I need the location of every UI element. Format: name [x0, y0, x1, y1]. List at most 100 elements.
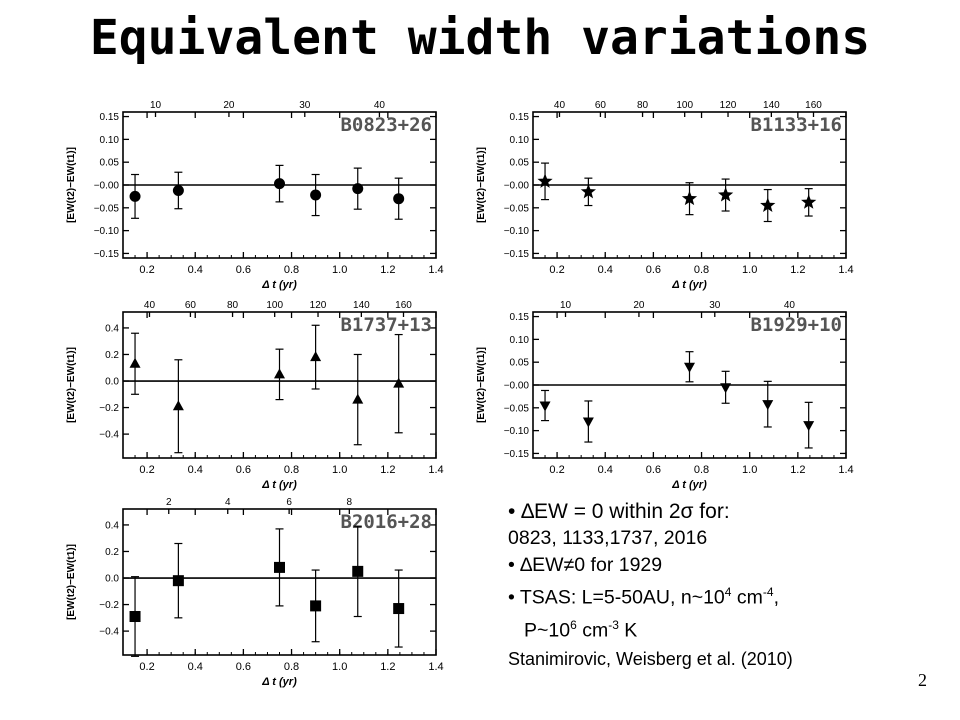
y-tick-label: 0.0	[105, 574, 119, 585]
y-tick-label: 0.4	[105, 323, 119, 334]
top-axis-tick-label: 8	[347, 497, 353, 508]
x-tick-label: 1.4	[428, 264, 443, 276]
data-point-star	[801, 194, 817, 209]
bullet-1-text: ∆EW = 0 within 2σ for:	[521, 500, 730, 523]
chart-b1929: 0.2 0.4 0.6 0.8 1.0 1.2 1.4 10 20 30 40 −0.15 −0.10 −…	[476, 300, 854, 491]
top-axis-tick-label: 20	[223, 100, 235, 111]
x-tick-label: 0.4	[598, 264, 613, 276]
y-tick-label: 0.05	[510, 158, 530, 169]
y-tick-label: 0.15	[510, 112, 530, 123]
x-tick-label: 0.2	[139, 264, 154, 276]
x-tick-label: 1.0	[332, 264, 347, 276]
y-tick-label: −0.2	[99, 600, 119, 611]
x-tick-label: 1.2	[790, 264, 805, 276]
data-point-star	[580, 183, 596, 199]
notes-block: • ∆EW = 0 within 2σ for: 0823, 1133,1737…	[508, 498, 928, 673]
bullet-3-end: ,	[773, 586, 779, 609]
top-axis-tick-label: 160	[805, 100, 822, 111]
y-tick-label: −0.4	[99, 627, 119, 638]
y-tick-label: −0.15	[94, 249, 120, 260]
top-axis-tick-label: 140	[763, 100, 780, 111]
x-tick-label: 0.4	[188, 661, 203, 673]
data-point-circle	[172, 184, 184, 196]
top-axis-tick-label: 60	[185, 300, 197, 311]
x-tick-label: 0.4	[188, 264, 203, 276]
x-tick-label: 0.4	[598, 464, 613, 476]
x-tick-label: 0.6	[646, 264, 661, 276]
x-tick-label: 1.2	[380, 464, 395, 476]
y-tick-label: −0.05	[504, 403, 530, 414]
bullet-1-prefix: •	[508, 500, 522, 523]
bullet-2: • ∆EW≠0 for 1929	[508, 554, 663, 576]
y-tick-label: −0.00	[504, 181, 530, 192]
top-axis-tick-label: 2	[166, 497, 172, 508]
data-point-circle	[352, 183, 364, 195]
data-point-star	[537, 173, 553, 188]
y-tick-label: −0.10	[94, 226, 120, 237]
y-tick-label: 0.10	[100, 135, 120, 146]
data-point-circle	[274, 178, 285, 190]
y-tick-label: 0.15	[510, 312, 530, 323]
y-axis-label: [EW(t2)−EW(t1)]	[66, 147, 77, 223]
chart-panel-b1133: 0.2 0.4 0.6 0.8 1.0 1.2 1.4 40 60 80 100 120 140 160 −…	[470, 95, 870, 295]
top-axis-tick-label: 20	[633, 300, 645, 311]
bullet-3-cont-a: P~10	[524, 619, 571, 641]
chart-panel-b0823: 0.2 0.4 0.6 0.8 1.0 1.2 1.4 10 20 30 40 −0.15 −0.10 −…	[60, 95, 460, 295]
data-point-triangle-down	[762, 400, 774, 411]
x-tick-label: 0.2	[139, 464, 154, 476]
x-tick-label: 0.6	[236, 264, 251, 276]
y-axis-label: [EW(t2)−EW(t1)]	[66, 544, 77, 620]
slide-title: Equivalent width variations	[89, 10, 871, 66]
x-tick-label: 0.8	[284, 464, 299, 476]
x-tick-label: 0.4	[188, 464, 203, 476]
top-axis-tick-label: 10	[560, 300, 572, 311]
x-tick-label: 0.6	[646, 464, 661, 476]
x-tick-label: 1.4	[838, 464, 853, 476]
x-tick-label: 0.2	[549, 464, 564, 476]
data-point-square	[274, 561, 285, 573]
panel-title: B1737+13	[340, 314, 432, 336]
panel-title: B1133+16	[750, 114, 842, 136]
data-point-triangle-down	[582, 417, 594, 428]
y-axis-label: [EW(t2)−EW(t1)]	[476, 147, 487, 223]
y-tick-label: −0.2	[99, 403, 119, 414]
data-point-triangle-down	[803, 421, 815, 432]
y-axis-label: [EW(t2)−EW(t1)]	[476, 347, 487, 423]
top-axis-tick-label: 40	[374, 100, 386, 111]
x-tick-label: 0.8	[284, 264, 299, 276]
panel-title: B0823+26	[340, 114, 432, 136]
page-number: 2	[918, 670, 927, 690]
data-point-triangle-down	[684, 362, 695, 373]
x-tick-label: 0.8	[694, 464, 709, 476]
y-tick-label: −0.00	[94, 181, 120, 192]
y-tick-label: 0.05	[510, 358, 530, 369]
top-axis-tick-label: 40	[784, 300, 796, 311]
bullet-3-exp1: 4	[724, 585, 732, 599]
x-tick-label: 1.0	[332, 464, 347, 476]
top-axis-tick-label: 40	[554, 100, 566, 111]
y-tick-label: −0.15	[504, 249, 530, 260]
top-axis-tick-label: 140	[353, 300, 370, 311]
x-tick-label: 1.4	[838, 264, 853, 276]
citation: Stanimirovic, Weisberg et al. (2010)	[508, 649, 793, 669]
y-tick-label: −0.10	[504, 426, 530, 437]
data-point-square	[310, 600, 322, 612]
y-tick-label: 0.10	[510, 335, 530, 346]
x-tick-label: 0.2	[139, 661, 154, 673]
top-axis-tick-label: 160	[395, 300, 412, 311]
data-point-triangle-up	[352, 393, 364, 404]
x-tick-label: 0.8	[694, 264, 709, 276]
data-point-square	[352, 565, 364, 577]
data-point-square	[393, 603, 405, 615]
chart-panel-b1737: 0.2 0.4 0.6 0.8 1.0 1.2 1.4 40 60 80 100 120 140 160 −…	[60, 295, 460, 495]
top-axis-tick-label: 4	[225, 497, 231, 508]
x-axis-label: Δ t (yr)	[671, 479, 707, 491]
x-axis-label: Δ t (yr)	[261, 279, 297, 291]
x-tick-label: 1.0	[332, 661, 347, 673]
x-axis-label: Δ t (yr)	[261, 676, 297, 688]
top-axis-tick-label: 60	[595, 100, 607, 111]
y-tick-label: 0.2	[105, 350, 119, 361]
bullet-3-cont-exp1: 6	[570, 617, 577, 632]
data-point-star	[760, 197, 776, 212]
data-point-triangle-up	[393, 377, 405, 388]
